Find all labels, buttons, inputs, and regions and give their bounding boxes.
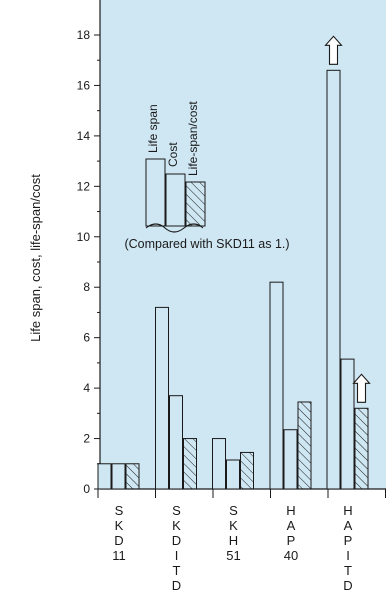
bar-cost-4	[340, 358, 355, 490]
x-tick-label: K	[115, 518, 124, 533]
y-tick-label: 4	[83, 381, 90, 395]
bar-life-span-cost-0	[125, 463, 140, 490]
x-tick-label: A	[344, 518, 353, 533]
y-tick-label: 2	[83, 432, 90, 446]
y-tick-label: 14	[77, 129, 91, 143]
x-tick-label: A	[287, 518, 296, 533]
x-tick-label: S	[172, 503, 181, 518]
legend-swatch-cost	[165, 173, 186, 227]
y-tick-label: 18	[77, 28, 91, 42]
x-tick-label: I	[175, 548, 179, 563]
legend: Life span Cost Life-span/cost (Compared wit…	[124, 101, 289, 251]
bar-life-span-2	[212, 438, 226, 490]
x-tick-label: S	[115, 503, 124, 518]
bar-life-span-1	[155, 306, 169, 490]
x-tick-label: I	[346, 548, 350, 563]
bar-life-span-cost-3	[297, 401, 312, 490]
bar-cost-0	[111, 463, 126, 490]
x-tick-label: H	[286, 503, 295, 518]
bar-life-span-3	[269, 281, 284, 490]
x-tick-label: 11	[112, 548, 126, 563]
legend-swatch-life-span-cost	[185, 181, 206, 227]
x-tick-label: D	[172, 533, 181, 548]
bar-cost-3	[283, 429, 298, 490]
x-tick-label: P	[287, 533, 296, 548]
x-tick-label: D	[343, 578, 352, 593]
x-tick-label: H	[343, 503, 352, 518]
legend-swatch-life-span	[145, 158, 166, 227]
x-tick-label: D	[172, 578, 181, 593]
bar-life-span-cost-4	[354, 407, 369, 490]
x-tick-label: T	[173, 563, 181, 578]
bar-cost-2	[226, 459, 240, 490]
y-tick-label: 12	[77, 179, 91, 193]
y-tick-label: 8	[83, 280, 90, 294]
bar-life-span-4	[326, 69, 341, 490]
y-axis-label: Life span, cost, life-span/cost	[28, 174, 43, 342]
x-tick-label: K	[229, 518, 238, 533]
bar-life-span-cost-2	[240, 451, 254, 490]
x-tick-label: 40	[284, 548, 298, 563]
y-tick-label: 10	[77, 230, 91, 244]
y-tick-label: 16	[77, 78, 91, 92]
bar-cost-1	[169, 395, 183, 490]
y-tick-label: 6	[83, 331, 90, 345]
legend-label: Life-span/cost	[186, 101, 200, 176]
x-tick-label: S	[229, 503, 238, 518]
legend-break-curve	[145, 223, 204, 233]
x-tick-label: 51	[226, 548, 240, 563]
bar-life-span-0	[97, 463, 112, 490]
exceeds-scale-arrow	[352, 373, 371, 403]
x-tick-label: H	[229, 533, 238, 548]
x-tick-label: T	[344, 563, 352, 578]
bar-life-span-cost-1	[183, 438, 197, 490]
y-tick-label: 0	[83, 482, 90, 496]
exceeds-scale-arrow	[324, 35, 343, 65]
legend-note: (Compared with SKD11 as 1.)	[124, 237, 289, 251]
x-tick-label: P	[344, 533, 353, 548]
legend-label: Life span	[146, 104, 160, 153]
x-tick-label: D	[114, 533, 123, 548]
legend-label: Cost	[166, 142, 180, 167]
x-tick-label: K	[172, 518, 181, 533]
